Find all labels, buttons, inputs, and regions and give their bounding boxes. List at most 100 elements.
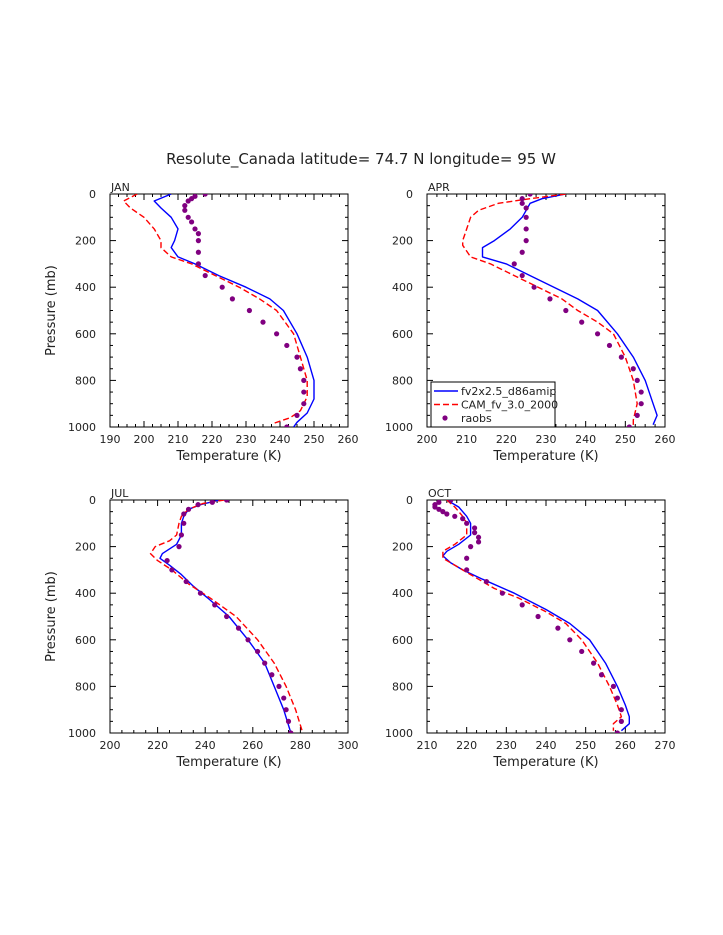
- y-tick-label: 200: [392, 541, 413, 554]
- raobs-point: [464, 567, 470, 573]
- x-tick-label: 200: [100, 739, 121, 752]
- y-tick-label: 400: [75, 587, 96, 600]
- raobs-point: [464, 520, 470, 526]
- raobs-point: [618, 718, 624, 724]
- raobs-point: [598, 672, 605, 678]
- raobs-point: [195, 261, 201, 267]
- y-axis-label: Pressure (mb): [44, 571, 59, 662]
- x-tick-label: 260: [338, 433, 359, 446]
- raobs-point: [519, 272, 525, 279]
- raobs-point: [185, 506, 192, 512]
- x-tick-label: 260: [242, 739, 263, 752]
- raobs-point: [519, 602, 525, 608]
- raobs-point: [192, 226, 198, 232]
- panel-apr: APR 200 210 220 230 240 250 260 0 200 400 600 800 100…: [385, 181, 676, 464]
- raobs-point: [634, 377, 640, 383]
- raobs-point: [638, 401, 644, 407]
- raobs-point: [209, 500, 215, 505]
- x-tick-label: 240: [575, 433, 596, 446]
- raobs-point: [224, 500, 230, 503]
- raobs-point: [274, 331, 280, 337]
- x-tick-label: 250: [615, 433, 636, 446]
- raobs-point: [219, 284, 225, 290]
- y-tick-label: 200: [75, 235, 96, 248]
- raobs-point: [195, 502, 201, 508]
- raobs-point: [475, 539, 482, 545]
- raobs-point: [284, 342, 290, 349]
- y-tick-label: 600: [392, 634, 413, 647]
- x-axis-label: Temperature (K): [175, 449, 281, 464]
- raobs-point: [614, 695, 621, 701]
- raobs-point: [618, 354, 624, 360]
- raobs-point: [448, 500, 454, 503]
- y-tick-label: 800: [75, 680, 96, 693]
- raobs-point: [281, 695, 287, 701]
- raobs-point: [618, 707, 624, 713]
- x-tick-label: 270: [655, 739, 676, 752]
- legend-box: [430, 381, 556, 428]
- raobs-point: [297, 366, 303, 372]
- raobs-point: [535, 613, 541, 620]
- panel-title: JUL: [110, 487, 129, 500]
- raobs-point: [246, 307, 252, 314]
- y-tick-label: 800: [392, 374, 413, 387]
- y-tick-label: 1000: [68, 421, 96, 434]
- raobs-point: [606, 342, 613, 349]
- raobs-point: [235, 625, 242, 631]
- raobs-point: [475, 534, 482, 540]
- raobs-point: [229, 296, 235, 302]
- raobs-point: [195, 231, 201, 237]
- series-line-cam-fv-3-0-2000: [122, 194, 308, 425]
- y-tick-label: 0: [89, 188, 96, 201]
- x-tick-label: 210: [456, 433, 477, 446]
- x-axis-label: Temperature (K): [492, 449, 598, 464]
- raobs-point: [460, 516, 466, 522]
- raobs-point: [283, 707, 289, 713]
- x-tick-label: 230: [496, 739, 517, 752]
- x-tick-label: 210: [417, 739, 438, 752]
- x-tick-label: 250: [304, 433, 325, 446]
- raobs-point: [567, 637, 573, 643]
- series-line-cam-fv-3-0-2000: [462, 194, 638, 427]
- raobs-point: [178, 532, 184, 538]
- series-line-cam-fv-3-0-2000: [149, 500, 304, 733]
- plot-frame: [109, 193, 349, 428]
- raobs-point: [288, 730, 294, 733]
- raobs-point: [547, 296, 553, 302]
- raobs-point: [212, 602, 218, 608]
- panel-title: APR: [428, 181, 450, 194]
- series-line-fv2x2-5-d86amip: [153, 194, 315, 427]
- panel-jan: JAN 190 200 210 220 230 240 250 260 0 200 400 600 800…: [44, 181, 359, 464]
- raobs-point: [262, 660, 268, 666]
- raobs-point: [254, 648, 261, 655]
- x-tick-label: 240: [536, 739, 557, 752]
- raobs-point: [464, 555, 470, 561]
- raobs-point: [472, 530, 478, 536]
- raobs-point: [579, 319, 585, 325]
- panel-jul: JUL 200 220 240 260 280 300 0 200 400 600 800 1000 Te…: [44, 487, 359, 770]
- raobs-point: [169, 567, 175, 573]
- raobs-point: [164, 557, 170, 564]
- x-tick-label: 260: [615, 739, 636, 752]
- x-tick-label: 220: [496, 433, 517, 446]
- legend-label: raobs: [461, 412, 492, 425]
- raobs-point: [452, 513, 458, 519]
- x-tick-label: 190: [100, 433, 121, 446]
- raobs-point: [176, 544, 182, 550]
- raobs-point: [531, 284, 537, 290]
- y-tick-label: 800: [75, 374, 96, 387]
- raobs-point: [197, 590, 204, 596]
- raobs-point: [483, 578, 490, 585]
- x-tick-label: 230: [236, 433, 257, 446]
- y-tick-label: 0: [89, 494, 96, 507]
- raobs-point: [468, 544, 474, 550]
- panels: JAN 190 200 210 220 230 240 250 260 0 200 400 600 800…: [44, 181, 676, 770]
- y-tick-label: 400: [75, 281, 96, 294]
- raobs-point: [579, 648, 585, 655]
- raobs-point: [432, 504, 438, 510]
- x-tick-label: 260: [655, 433, 676, 446]
- x-tick-label: 220: [202, 433, 223, 446]
- series-line-fv2x2-5-d86amip: [442, 500, 630, 732]
- panel-oct: OCT 210 220 230 240 250 260 270 0 200 400 600 800 100…: [385, 487, 676, 770]
